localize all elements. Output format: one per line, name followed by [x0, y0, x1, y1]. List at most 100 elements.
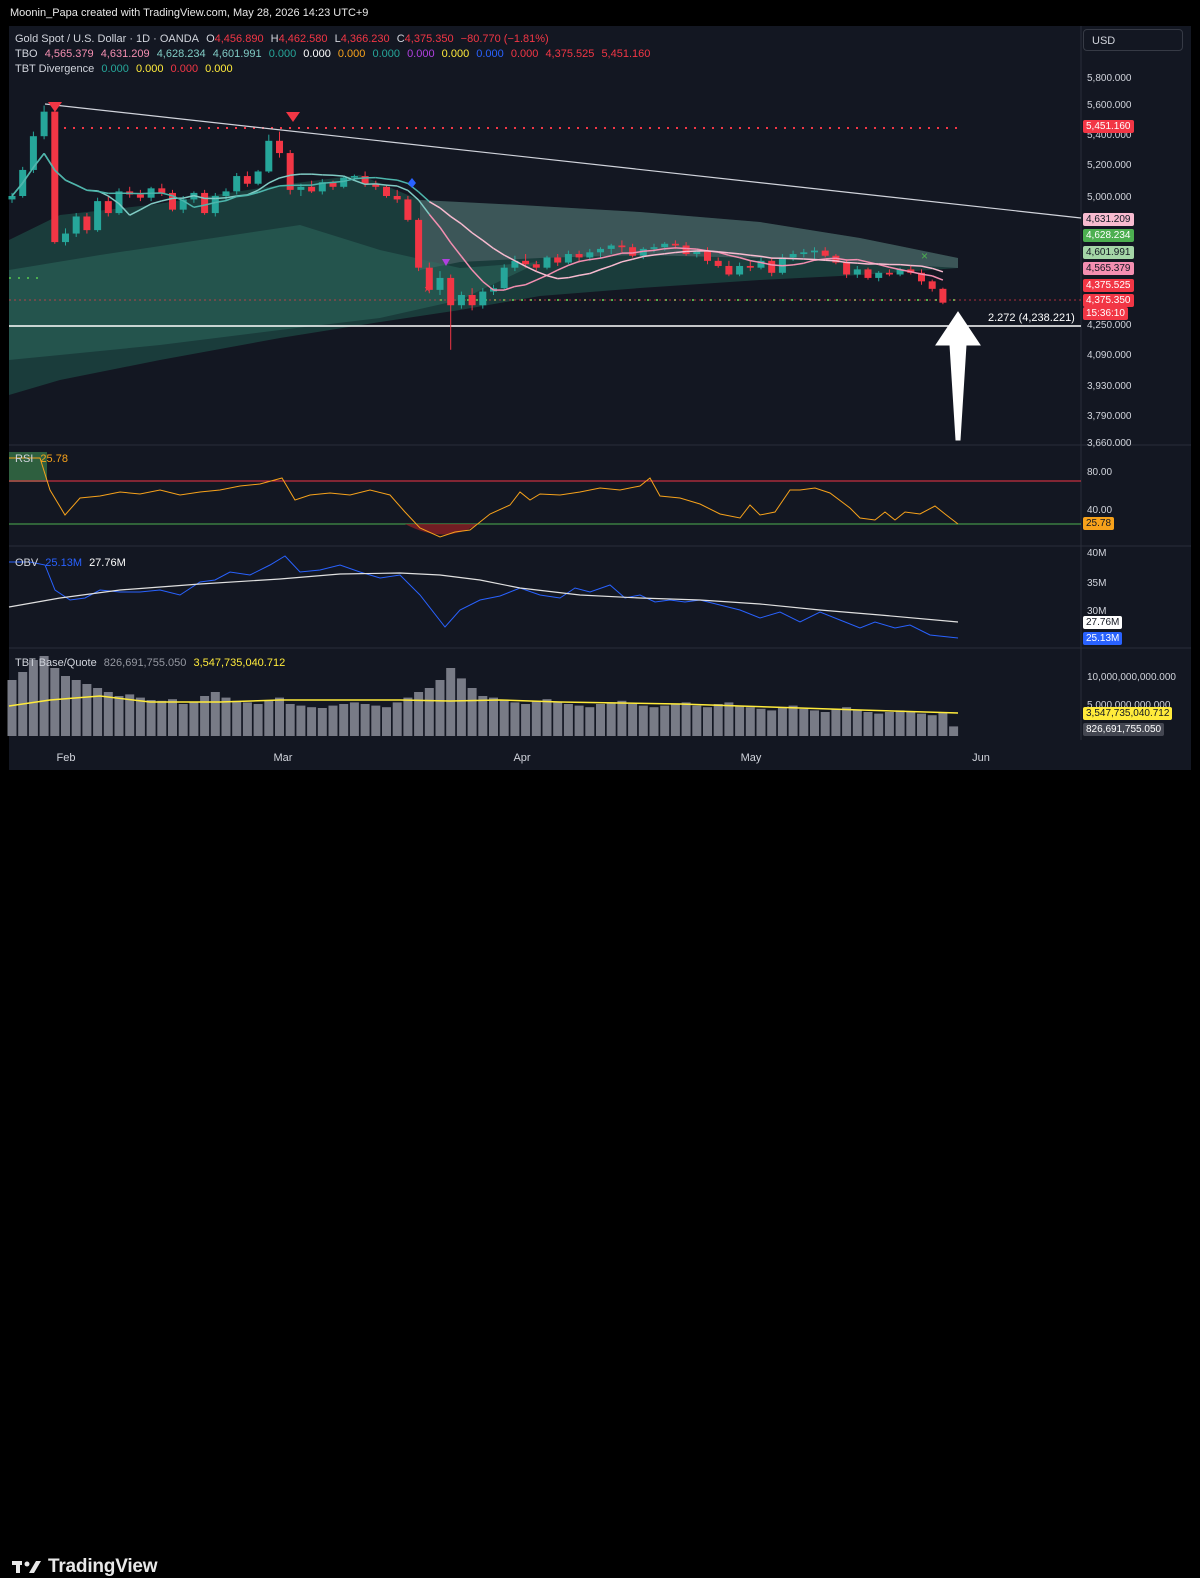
candle-body[interactable]: [479, 292, 486, 306]
tbo-value-13: 4,375.525: [545, 48, 594, 60]
chart-canvas[interactable]: × × 5,800.0005,600.0005,400.0005,200.000…: [0, 0, 1200, 823]
candle-body[interactable]: [715, 261, 722, 266]
candle-body[interactable]: [865, 269, 872, 278]
candle-body[interactable]: [297, 187, 304, 190]
candle-body[interactable]: [544, 257, 551, 267]
candle-body[interactable]: [415, 220, 422, 268]
candle-body[interactable]: [939, 289, 946, 303]
candle-body[interactable]: [83, 216, 90, 230]
candle-body[interactable]: [94, 201, 101, 230]
candle-body[interactable]: [287, 153, 294, 190]
volume-bar: [500, 700, 509, 736]
annotation-arrow[interactable]: [936, 312, 980, 440]
candle-body[interactable]: [469, 295, 476, 305]
rsi-legend[interactable]: RSI 25.78: [15, 453, 72, 465]
resistance-price-label: 5,451.160: [1083, 120, 1134, 133]
candle-body[interactable]: [533, 264, 540, 267]
candle-body[interactable]: [576, 254, 583, 257]
candle-body[interactable]: [651, 247, 658, 249]
candle-body[interactable]: [672, 244, 679, 246]
candle-body[interactable]: [73, 216, 80, 233]
candle-body[interactable]: [223, 191, 230, 196]
price-tick-label: 4,090.000: [1087, 350, 1132, 361]
base-quote-legend[interactable]: TBT Base/Quote 826,691,755.050 3,547,735…: [15, 657, 289, 669]
volume-bar: [949, 726, 958, 736]
candle-body[interactable]: [854, 269, 861, 274]
obv-legend[interactable]: OBV 25.13M 27.76M: [15, 557, 130, 569]
volume-bar: [457, 678, 466, 736]
candle-body[interactable]: [565, 254, 572, 263]
candle-body[interactable]: [265, 141, 272, 172]
tradingview-logo[interactable]: TradingView: [12, 1556, 157, 1578]
tbo-legend[interactable]: TBO 4,565.379 4,631.209 4,628.234 4,601.…: [15, 48, 654, 60]
candle-body[interactable]: [201, 193, 208, 213]
volume-bar: [938, 712, 947, 736]
blue-diamond-marker: [408, 178, 416, 188]
candle-body[interactable]: [747, 266, 754, 268]
candle-body[interactable]: [394, 196, 401, 199]
tbt-divergence-legend[interactable]: TBT Divergence 0.000 0.000 0.000 0.000: [15, 63, 237, 75]
candle-body[interactable]: [404, 199, 411, 219]
candle-body[interactable]: [158, 188, 165, 193]
candle-body[interactable]: [629, 247, 636, 256]
rsi-tick-label: 80.00: [1087, 467, 1112, 478]
currency-button[interactable]: USD: [1083, 29, 1183, 51]
candle-body[interactable]: [597, 249, 604, 252]
volume-bar: [575, 706, 584, 736]
candle-body[interactable]: [51, 112, 58, 242]
candle-body[interactable]: [458, 295, 465, 305]
volume-bar: [115, 696, 124, 736]
candle-body[interactable]: [501, 268, 508, 288]
volume-bar: [885, 712, 894, 736]
candle-body[interactable]: [383, 187, 390, 196]
candle-body[interactable]: [437, 278, 444, 290]
candle-body[interactable]: [233, 176, 240, 191]
candle-body[interactable]: [9, 196, 16, 199]
candle-body[interactable]: [683, 245, 690, 254]
volume-bar: [211, 692, 220, 736]
candle-body[interactable]: [105, 201, 112, 213]
candle-body[interactable]: [661, 244, 668, 247]
candle-body[interactable]: [351, 176, 358, 178]
candle-body[interactable]: [704, 251, 711, 261]
candle-body[interactable]: [822, 251, 829, 256]
price-tick-label: 5,000.000: [1087, 192, 1132, 203]
volume-bar: [371, 706, 380, 736]
main-legend[interactable]: Gold Spot / U.S. Dollar · 1D · OANDA O4,…: [15, 33, 553, 45]
candle-body[interactable]: [768, 261, 775, 273]
ma-slow-line: [387, 179, 398, 180]
candle-body[interactable]: [618, 245, 625, 247]
volume-bar: [864, 712, 873, 736]
candle-body[interactable]: [276, 141, 283, 153]
tbo-value-1: 4,565.379: [45, 48, 94, 60]
candle-body[interactable]: [725, 266, 732, 275]
ma-slow-line: [879, 264, 890, 265]
price-tick-label: 3,930.000: [1087, 381, 1132, 392]
candle-body[interactable]: [800, 252, 807, 254]
candle-body[interactable]: [875, 273, 882, 278]
candle-body[interactable]: [255, 171, 262, 183]
candle-body[interactable]: [811, 251, 818, 253]
candle-body[interactable]: [586, 252, 593, 257]
rsi-value: 25.78: [40, 453, 68, 465]
candle-body[interactable]: [41, 112, 48, 137]
candle-body[interactable]: [554, 257, 561, 262]
candle-body[interactable]: [244, 176, 251, 184]
candle-body[interactable]: [62, 234, 69, 243]
candle-body[interactable]: [522, 261, 529, 264]
tbt-value-2: 0.000: [136, 63, 164, 75]
candle-body[interactable]: [308, 187, 315, 192]
candle-body[interactable]: [137, 194, 144, 197]
candle-body[interactable]: [929, 281, 936, 289]
candle-body[interactable]: [790, 254, 797, 257]
rsi-line[interactable]: [9, 458, 958, 537]
candle-body[interactable]: [736, 266, 743, 275]
obv-line[interactable]: [9, 556, 958, 638]
candle-body[interactable]: [447, 278, 454, 305]
base-quote-current-label: 826,691,755.050: [1083, 723, 1164, 736]
candle-body[interactable]: [608, 245, 615, 248]
candle-body[interactable]: [843, 263, 850, 275]
volume-bar: [660, 706, 669, 736]
candle-body[interactable]: [886, 273, 893, 275]
